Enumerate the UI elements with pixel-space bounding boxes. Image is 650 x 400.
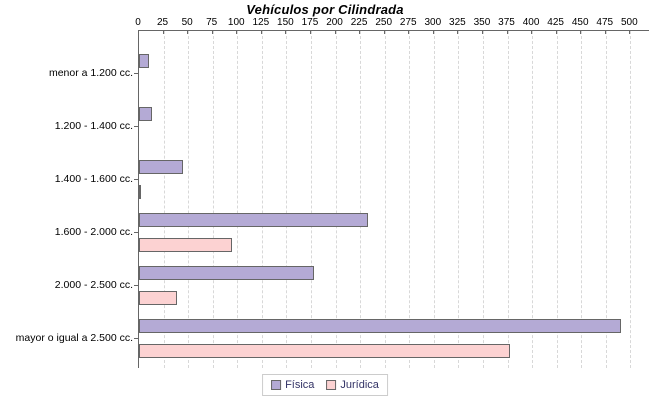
x-tick-mark bbox=[359, 31, 361, 34]
legend-item-fisica: Física bbox=[271, 379, 314, 391]
bar-fisica-1-600-2-000-cc- bbox=[139, 213, 368, 227]
x-tick-mark bbox=[555, 31, 557, 34]
x-tick-mark bbox=[580, 31, 582, 34]
x-tick-mark bbox=[211, 31, 213, 34]
gridline bbox=[237, 31, 239, 368]
bar-juridica-1-600-2-000-cc- bbox=[139, 238, 233, 252]
legend: Física Jurídica bbox=[262, 374, 388, 396]
bar-fisica-1-400-1-600-cc- bbox=[139, 160, 184, 174]
x-tick-mark bbox=[432, 31, 434, 34]
x-tick-label: 75 bbox=[206, 17, 218, 28]
category-label: 2.000 - 2.500 cc. bbox=[54, 279, 133, 291]
gridline bbox=[409, 31, 411, 368]
x-tick-mark bbox=[506, 31, 508, 34]
x-tick-mark bbox=[629, 31, 631, 34]
gridline bbox=[188, 31, 190, 368]
x-tick-mark bbox=[187, 31, 189, 34]
x-tick-label: 100 bbox=[227, 17, 245, 28]
bar-fisica-2-000-2-500-cc- bbox=[139, 266, 314, 280]
x-tick-label: 175 bbox=[301, 17, 319, 28]
y-tick-mark bbox=[134, 179, 138, 180]
legend-swatch-fisica bbox=[271, 380, 282, 390]
legend-label: Jurídica bbox=[340, 379, 379, 391]
gridline bbox=[556, 31, 558, 368]
x-tick-label: 225 bbox=[350, 17, 368, 28]
y-tick-mark bbox=[134, 285, 138, 286]
x-tick-label: 375 bbox=[498, 17, 515, 28]
x-tick-mark bbox=[383, 31, 385, 34]
legend-label: Física bbox=[285, 379, 315, 391]
x-tick-label: 125 bbox=[252, 17, 270, 28]
gridline bbox=[360, 31, 362, 368]
legend-item-juridica: Jurídica bbox=[326, 379, 379, 391]
gridline bbox=[532, 31, 534, 368]
x-tick-label: 325 bbox=[449, 17, 466, 28]
bar-fisica-1-200-1-400-cc- bbox=[139, 107, 152, 121]
x-tick-label: 150 bbox=[277, 17, 294, 28]
x-tick-label: 200 bbox=[326, 17, 343, 28]
x-tick-label: 475 bbox=[596, 17, 614, 28]
gridline bbox=[310, 31, 312, 368]
category-label: 1.600 - 2.000 cc. bbox=[54, 226, 133, 238]
y-tick-mark bbox=[134, 232, 138, 233]
gridline bbox=[605, 31, 607, 368]
gridline bbox=[384, 31, 386, 368]
x-tick-label: 0 bbox=[135, 17, 141, 28]
category-label: menor a 1.200 cc. bbox=[48, 67, 133, 79]
x-tick-mark bbox=[260, 31, 262, 34]
x-tick-label: 425 bbox=[547, 17, 564, 28]
gridline bbox=[286, 31, 288, 368]
gridline bbox=[458, 31, 460, 368]
x-tick-mark bbox=[408, 31, 410, 34]
x-tick-mark bbox=[309, 31, 311, 34]
gridline bbox=[212, 31, 214, 368]
x-tick-label: 450 bbox=[571, 17, 589, 28]
bar-juridica-mayor-o-igual-a-2-500-cc- bbox=[139, 344, 511, 358]
category-label: 1.200 - 1.400 cc. bbox=[54, 120, 133, 132]
x-tick-label: 300 bbox=[424, 17, 442, 28]
y-tick-mark bbox=[134, 73, 138, 74]
gridline bbox=[630, 31, 632, 368]
x-tick-mark bbox=[285, 31, 287, 34]
x-tick-label: 50 bbox=[181, 17, 193, 28]
y-tick-mark bbox=[134, 126, 138, 127]
gridline bbox=[581, 31, 583, 368]
x-tick-mark bbox=[138, 31, 139, 34]
x-tick-mark bbox=[481, 31, 483, 34]
y-tick-mark bbox=[134, 338, 138, 339]
gridline bbox=[507, 31, 509, 368]
bar-juridica-2-000-2-500-cc- bbox=[139, 291, 178, 305]
bar-juridica-1-400-1-600-cc- bbox=[139, 185, 141, 199]
x-tick-label: 500 bbox=[621, 17, 638, 28]
x-tick-mark bbox=[531, 31, 533, 34]
x-tick-label: 350 bbox=[473, 17, 491, 28]
x-tick-mark bbox=[162, 31, 164, 34]
x-tick-mark bbox=[604, 31, 606, 34]
x-tick-label: 275 bbox=[399, 17, 417, 28]
x-tick-mark bbox=[236, 31, 238, 34]
chart-title: Vehículos por Cilindrada bbox=[246, 2, 404, 17]
gridline bbox=[335, 31, 337, 368]
category-label: mayor o igual a 2.500 cc. bbox=[15, 332, 133, 344]
gridline bbox=[482, 31, 484, 368]
legend-swatch-juridica bbox=[326, 380, 337, 390]
x-tick-label: 25 bbox=[157, 17, 169, 28]
x-tick-label: 250 bbox=[375, 17, 393, 28]
bar-fisica-menor-a-1-200-cc- bbox=[139, 54, 149, 68]
plot-area bbox=[138, 30, 649, 368]
x-tick-label: 400 bbox=[522, 17, 540, 28]
category-label: 1.400 - 1.600 cc. bbox=[54, 173, 133, 185]
bar-fisica-mayor-o-igual-a-2-500-cc- bbox=[139, 319, 621, 333]
gridline bbox=[163, 31, 165, 368]
gridline bbox=[433, 31, 435, 368]
x-tick-mark bbox=[457, 31, 459, 34]
x-tick-mark bbox=[334, 31, 336, 34]
gridline bbox=[261, 31, 263, 368]
